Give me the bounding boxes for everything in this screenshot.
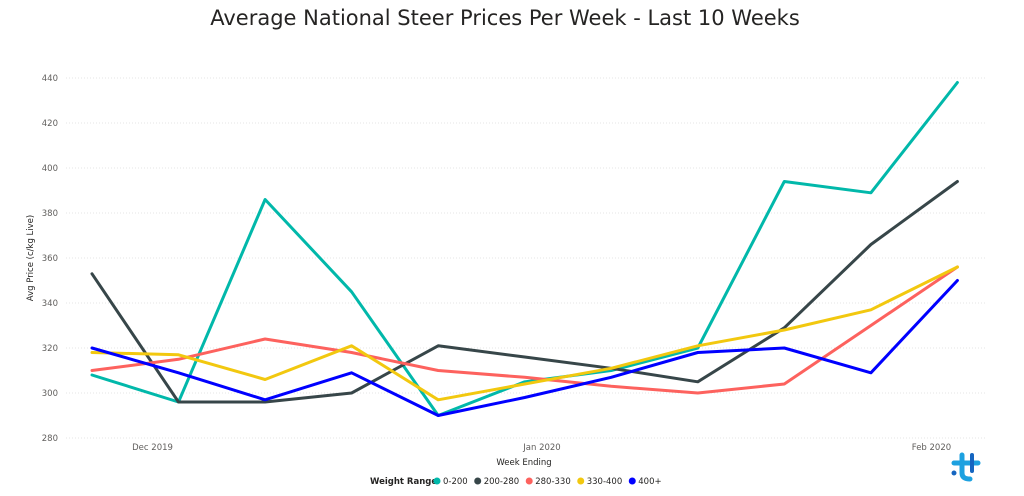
y-axis-title: Avg Price (c/kg Live) — [26, 215, 36, 301]
y-tick-label: 360 — [42, 254, 58, 264]
legend-marker — [474, 477, 482, 485]
x-axis-title: Week Ending — [496, 458, 551, 468]
legend-item-label: 0-200 — [443, 477, 468, 487]
x-tick-label: Feb 2020 — [912, 443, 951, 453]
legend-item-label: 330-400 — [587, 477, 623, 487]
brand-logo-icon — [951, 452, 981, 482]
series-line-400+ — [90, 279, 959, 417]
y-tick-label: 340 — [42, 299, 58, 309]
legend-marker — [525, 477, 533, 485]
series-line-0-200 — [90, 81, 959, 417]
legend-marker — [433, 477, 441, 485]
series-line-200-280 — [90, 180, 959, 404]
y-tick-label: 320 — [42, 344, 58, 354]
y-tick-label: 420 — [42, 119, 58, 129]
y-tick-label: 280 — [42, 434, 58, 444]
legend-marker — [577, 477, 585, 485]
legend-item-label: 400+ — [638, 477, 661, 487]
series-lines — [90, 81, 959, 417]
y-tick-label: 440 — [42, 74, 58, 84]
legend-marker — [628, 477, 636, 485]
legend-item-label: 200-280 — [484, 477, 520, 487]
legend-item-label: 280-330 — [535, 477, 571, 487]
series-line-280-330 — [90, 265, 959, 395]
y-tick-label: 400 — [42, 164, 58, 174]
legend: Weight Range 0-200 200-280 280-330 330-400 4… — [370, 477, 662, 487]
y-axis-ticks: 280 300 320 340 360 380 400 420 440 — [42, 74, 58, 444]
legend-title: Weight Range — [370, 477, 437, 487]
chart-title: Average National Steer Prices Per Week -… — [210, 6, 800, 30]
x-tick-label: Dec 2019 — [132, 443, 173, 453]
y-tick-label: 380 — [42, 209, 58, 219]
x-axis-ticks: Dec 2019 Jan 2020 Feb 2020 — [132, 443, 951, 453]
y-tick-label: 300 — [42, 389, 58, 399]
series-line-330-400 — [90, 265, 959, 402]
x-tick-label: Jan 2020 — [522, 443, 560, 453]
